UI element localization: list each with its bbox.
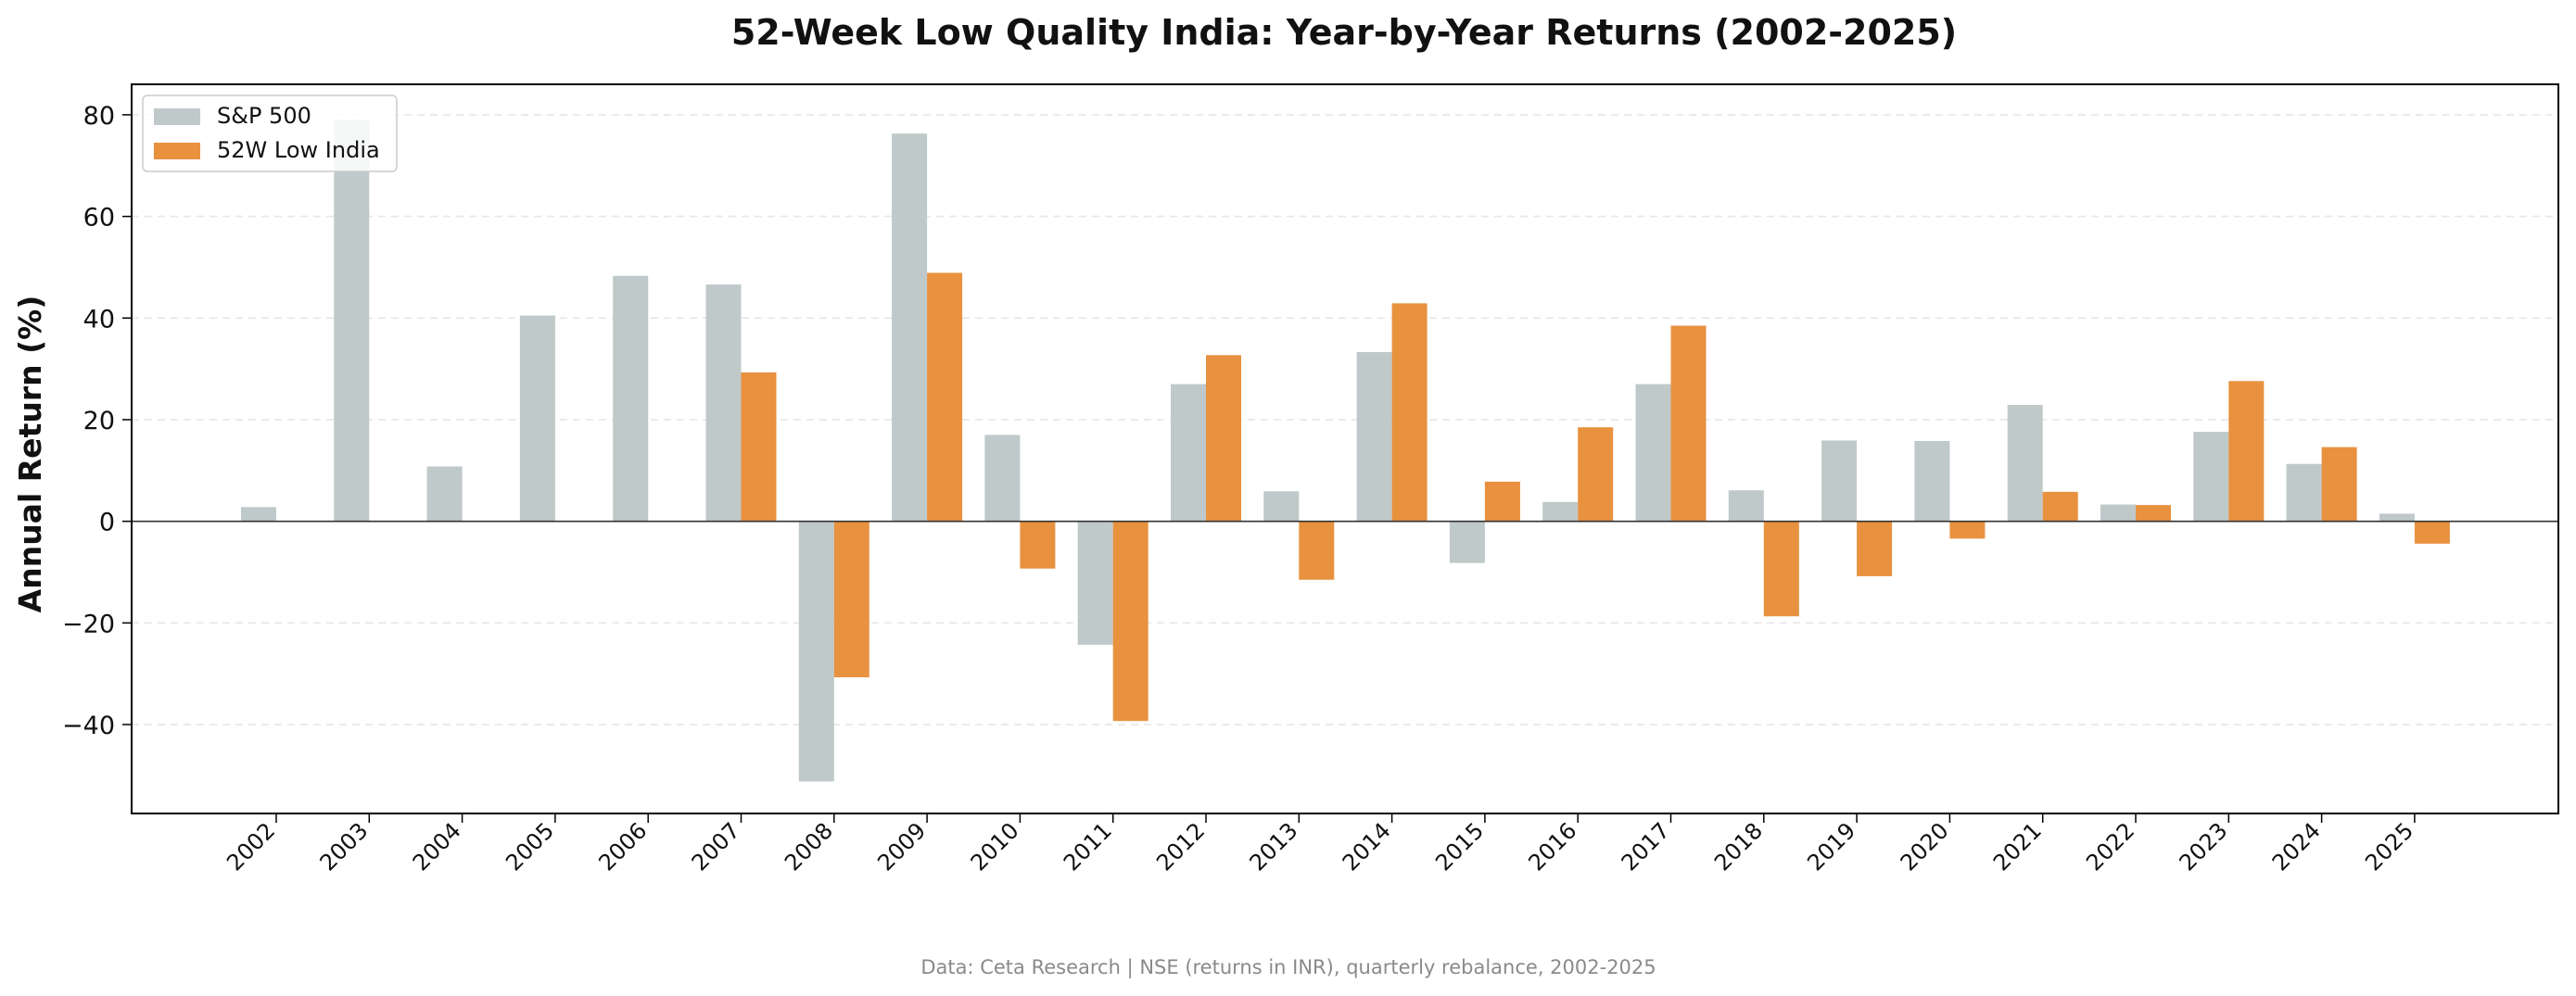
chart-title: 52-Week Low Quality India: Year-by-Year … xyxy=(731,12,1957,53)
y-axis-label: Annual Return (%) xyxy=(12,296,48,613)
bar-sp500-2024 xyxy=(2286,463,2322,522)
bar-52w-low-india-2013 xyxy=(1299,521,1335,580)
legend-swatch xyxy=(154,143,200,159)
bar-sp500-2025 xyxy=(2379,513,2415,522)
x-tick-label: 2025 xyxy=(2360,817,2418,876)
bar-sp500-2015 xyxy=(1449,521,1485,563)
bar-sp500-2021 xyxy=(2007,405,2043,522)
bar-sp500-2023 xyxy=(2193,432,2229,522)
y-tick-label: 60 xyxy=(83,204,115,233)
bar-sp500-2012 xyxy=(1171,384,1206,522)
legend-label: S&P 500 xyxy=(217,103,311,129)
x-tick-label: 2010 xyxy=(966,817,1024,876)
bar-52w-low-india-2015 xyxy=(1484,481,1520,522)
x-tick-label: 2003 xyxy=(315,817,374,876)
x-tick-label: 2004 xyxy=(408,817,466,876)
bar-sp500-2008 xyxy=(798,521,834,782)
bar-52w-low-india-2024 xyxy=(2321,447,2357,522)
x-tick-label: 2009 xyxy=(872,817,931,876)
bar-sp500-2011 xyxy=(1077,521,1113,645)
bar-sp500-2022 xyxy=(2100,504,2136,522)
y-tick-label: 80 xyxy=(83,102,115,131)
bar-52w-low-india-2017 xyxy=(1670,325,1707,522)
bar-52w-low-india-2011 xyxy=(1112,521,1148,722)
bar-52w-low-india-2019 xyxy=(1857,521,1893,576)
axes: −40 −20 0 20 40 60 80 2002 2003 2004 2005 2006 2007 2… xyxy=(62,83,2559,876)
legend: S&P 500 52W Low India xyxy=(142,95,398,172)
x-tick-label: 2011 xyxy=(1059,817,1117,876)
x-tick-label: 2008 xyxy=(780,817,838,876)
y-tick-label: 20 xyxy=(83,407,115,435)
bar-52w-low-india-2007 xyxy=(741,372,777,522)
bar-sp500-2004 xyxy=(426,466,463,522)
bar-52w-low-india-2023 xyxy=(2228,381,2265,522)
x-tick-label: 2014 xyxy=(1338,817,1396,876)
bar-sp500-2017 xyxy=(1635,384,1671,522)
bar-sp500-2005 xyxy=(519,315,555,522)
y-tick-label: 40 xyxy=(83,305,115,334)
grid-lines xyxy=(132,114,2558,725)
x-tick-label: 2002 xyxy=(222,817,280,876)
legend-box xyxy=(142,95,398,172)
bar-52w-low-india-2010 xyxy=(1020,521,1056,569)
bar-52w-low-india-2009 xyxy=(927,272,963,522)
legend-swatch xyxy=(154,108,200,125)
bar-sp500-2007 xyxy=(705,284,742,522)
y-tick-label: −20 xyxy=(62,610,115,638)
x-tick-label: 2018 xyxy=(1709,817,1768,876)
source-note: Data: Ceta Research | NSE (returns in IN… xyxy=(920,956,1656,979)
y-tick-label: 0 xyxy=(99,509,115,537)
x-tick-label: 2012 xyxy=(1151,817,1210,876)
bar-sp500-2018 xyxy=(1728,490,1764,522)
plot-frame xyxy=(131,83,2559,814)
bar-sp500-2010 xyxy=(984,435,1021,522)
legend-label: 52W Low India xyxy=(217,137,380,163)
bar-52w-low-india-2020 xyxy=(1949,521,1986,539)
bars xyxy=(241,120,2450,782)
y-tick-label: −40 xyxy=(62,712,115,740)
bar-sp500-2013 xyxy=(1263,491,1300,522)
x-tick-label: 2020 xyxy=(1896,817,1954,876)
x-tick-label: 2015 xyxy=(1430,817,1489,876)
x-tick-label: 2013 xyxy=(1245,817,1303,876)
bar-sp500-2006 xyxy=(613,275,649,522)
x-tick-label: 2022 xyxy=(2081,817,2139,876)
bar-52w-low-india-2021 xyxy=(2042,491,2078,522)
x-tick-label: 2023 xyxy=(2175,817,2233,876)
x-tick-label: 2021 xyxy=(1988,817,2047,876)
x-tick-label: 2006 xyxy=(593,817,652,876)
x-tick-label: 2024 xyxy=(2267,817,2326,876)
bar-sp500-2009 xyxy=(892,133,928,522)
bar-52w-low-india-2012 xyxy=(1206,355,1241,522)
bar-52w-low-india-2014 xyxy=(1391,303,1428,522)
bar-sp500-2020 xyxy=(1914,440,1950,522)
bar-sp500-2016 xyxy=(1542,501,1579,522)
x-tick-label: 2005 xyxy=(501,817,559,876)
x-tick-label: 2007 xyxy=(687,817,745,876)
bar-sp500-2002 xyxy=(241,507,276,522)
bar-sp500-2014 xyxy=(1356,352,1392,522)
bar-52w-low-india-2018 xyxy=(1763,521,1799,617)
x-tick-label: 2017 xyxy=(1617,817,1675,876)
bar-52w-low-india-2022 xyxy=(2136,505,2171,522)
bar-sp500-2019 xyxy=(1821,440,1858,522)
bar-52w-low-india-2025 xyxy=(2414,521,2450,544)
x-tick-label: 2019 xyxy=(1802,817,1860,876)
x-tick-label: 2016 xyxy=(1523,817,1581,876)
bar-52w-low-india-2016 xyxy=(1578,427,1614,522)
bar-52w-low-india-2008 xyxy=(833,521,869,678)
bar-sp500-2003 xyxy=(334,120,370,522)
